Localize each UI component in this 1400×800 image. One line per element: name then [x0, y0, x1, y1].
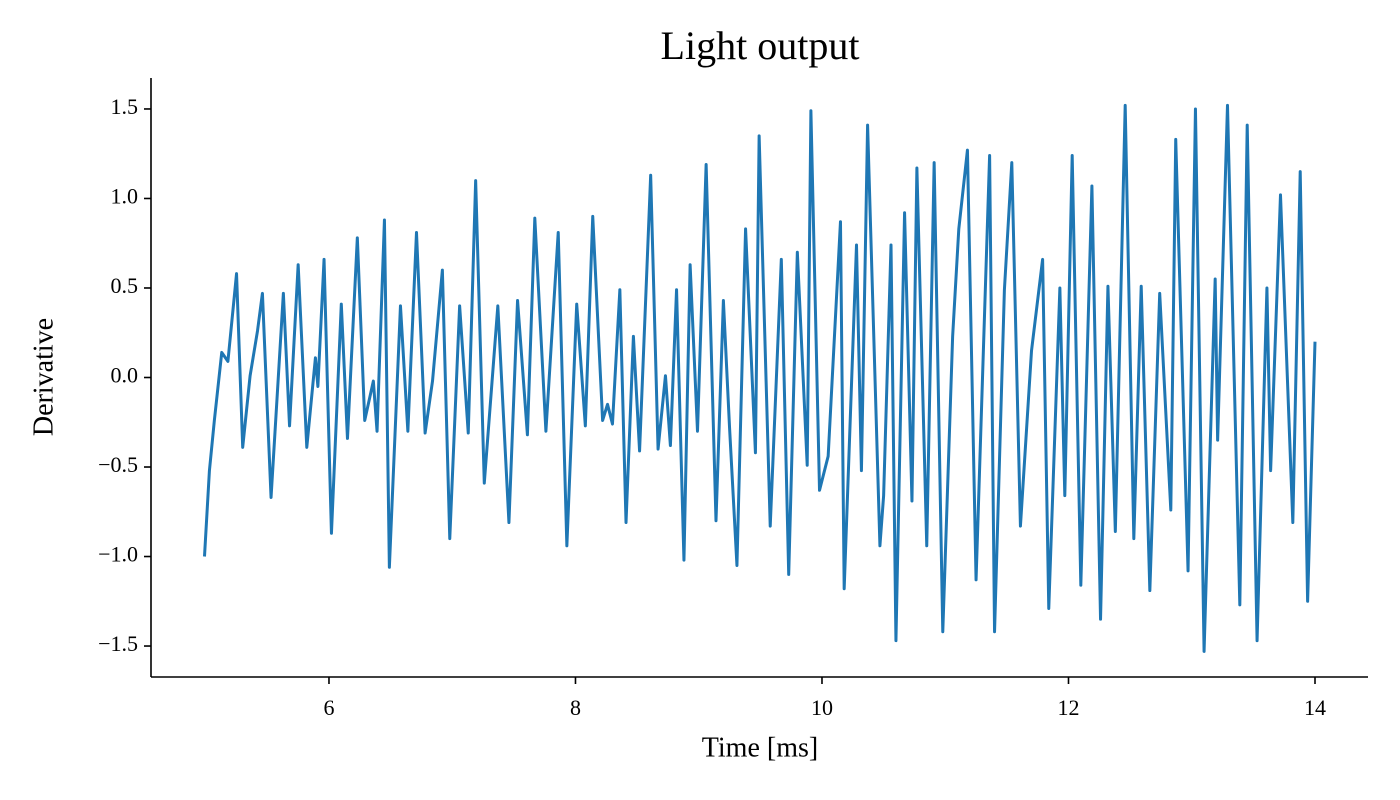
y-tick-label: −0.5	[98, 452, 138, 477]
y-tick-label: −1.0	[98, 542, 138, 567]
x-axis-label: Time [ms]	[702, 732, 818, 763]
y-axis-label: Derivative	[28, 318, 59, 436]
chart-title: Light output	[661, 23, 860, 68]
data-line	[202, 103, 1317, 653]
x-tick-label: 12	[1057, 695, 1079, 720]
x-tick-label: 6	[323, 695, 334, 720]
y-tick-label: 0.0	[111, 363, 139, 388]
y-tick-label: 1.5	[111, 94, 139, 119]
y-tick-label: −1.5	[98, 631, 138, 656]
x-tick-label: 10	[811, 695, 833, 720]
y-tick-label: 1.0	[111, 184, 139, 209]
y-tick-label: 0.5	[111, 273, 139, 298]
x-tick-label: 14	[1304, 695, 1326, 720]
x-tick-label: 8	[570, 695, 581, 720]
